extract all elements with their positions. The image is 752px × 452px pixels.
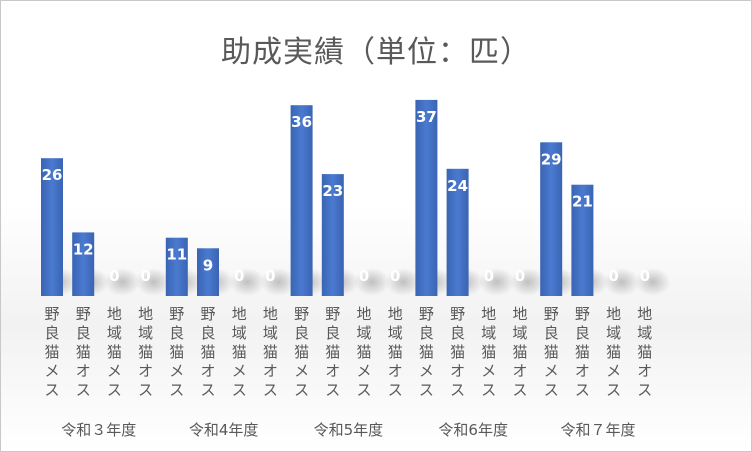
data-label: 37	[416, 108, 437, 126]
category-tick-label: 地域猫オス	[637, 305, 652, 399]
bar-shadow	[510, 268, 546, 296]
bar	[321, 174, 344, 296]
data-label: 36	[291, 113, 312, 131]
data-label: 0	[608, 267, 618, 285]
category-tick-label: 野良猫オス	[325, 305, 340, 399]
category-tick-label: 地域猫メス	[107, 305, 122, 399]
category-tick-label: 野良猫メス	[544, 305, 559, 399]
category-tick-label: 地域猫オス	[263, 305, 278, 399]
bar	[415, 99, 438, 297]
category-tick-label: 地域猫オス	[138, 305, 153, 399]
category-tick-label: 野良猫メス	[169, 305, 184, 399]
group-tick-label: 令和6年度	[438, 421, 508, 439]
category-tick-label: 野良猫オス	[450, 305, 465, 399]
bar-shadow	[229, 268, 266, 296]
data-label: 0	[109, 267, 119, 285]
data-label: 0	[640, 267, 650, 285]
bar-shadow	[603, 268, 640, 296]
bar	[197, 248, 219, 296]
category-tick-label: 地域猫メス	[481, 305, 496, 399]
data-label: 26	[42, 166, 63, 184]
data-label: 12	[73, 240, 94, 258]
bar-shadow	[634, 268, 671, 296]
category-tick-label: 地域猫オス	[512, 305, 527, 399]
data-label: 0	[390, 267, 400, 285]
group-tick-label: 令和７年度	[560, 421, 635, 439]
data-label: 21	[572, 193, 593, 211]
category-tick-label: 野良猫オス	[76, 305, 91, 399]
category-tick-label: 地域猫メス	[356, 305, 371, 399]
group-tick-label: 令和4年度	[189, 421, 259, 439]
bar	[571, 184, 594, 296]
category-tick-label: 野良猫オス	[575, 305, 590, 399]
bar	[446, 168, 469, 296]
bar-shadow	[478, 268, 515, 296]
category-tick-label: 地域猫メス	[232, 305, 247, 399]
bar	[540, 142, 563, 296]
data-label: 29	[541, 150, 562, 168]
data-label: 0	[140, 267, 150, 285]
data-label: 0	[515, 267, 525, 285]
bar	[72, 232, 95, 296]
category-tick-label: 野良猫オス	[200, 305, 215, 399]
data-label: 9	[203, 256, 213, 274]
bar-shadow	[385, 268, 422, 296]
data-label: 0	[234, 267, 244, 285]
chart-title: 助成実績（単位：匹）	[221, 35, 531, 70]
bar-shadow	[260, 268, 297, 296]
group-tick-label: 令和5年度	[314, 421, 384, 439]
bar-shadow	[104, 268, 141, 296]
data-label: 11	[166, 246, 187, 264]
category-tick-label: 野良猫メス	[419, 305, 434, 399]
bar-shadow	[354, 268, 390, 296]
data-label: 23	[322, 182, 343, 200]
bar	[290, 105, 313, 296]
category-tick-label: 野良猫メス	[294, 305, 309, 399]
group-tick-label: 令和３年度	[61, 421, 136, 439]
category-tick-label: 野良猫メス	[44, 305, 59, 399]
bar	[41, 158, 63, 296]
data-label: 0	[359, 267, 369, 285]
bar-shadow	[135, 268, 172, 296]
category-tick-label: 地域猫オス	[388, 305, 403, 399]
category-tick-label: 地域猫メス	[606, 305, 621, 399]
data-label: 0	[484, 267, 494, 285]
bar	[165, 237, 188, 296]
data-label: 0	[265, 267, 275, 285]
data-label: 24	[447, 177, 468, 195]
